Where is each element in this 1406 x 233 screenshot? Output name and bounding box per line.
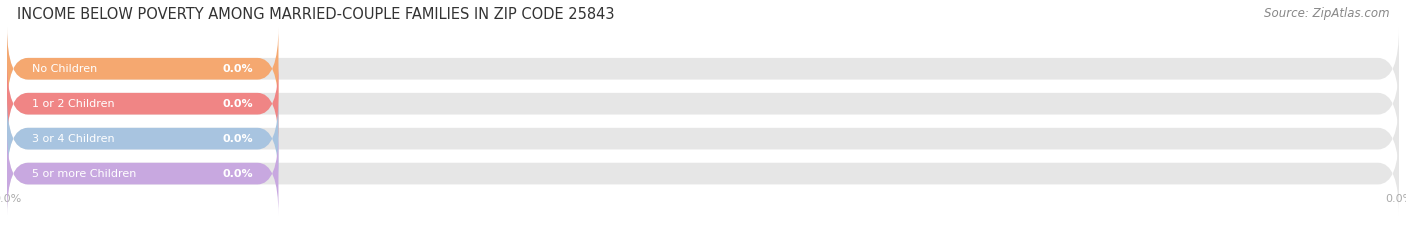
Text: Source: ZipAtlas.com: Source: ZipAtlas.com [1264, 7, 1389, 20]
Text: No Children: No Children [32, 64, 97, 74]
FancyBboxPatch shape [7, 97, 278, 180]
FancyBboxPatch shape [7, 132, 1399, 215]
Text: 0.0%: 0.0% [222, 134, 253, 144]
FancyBboxPatch shape [7, 97, 1399, 180]
Text: 1 or 2 Children: 1 or 2 Children [32, 99, 115, 109]
FancyBboxPatch shape [7, 27, 1399, 110]
Text: INCOME BELOW POVERTY AMONG MARRIED-COUPLE FAMILIES IN ZIP CODE 25843: INCOME BELOW POVERTY AMONG MARRIED-COUPL… [17, 7, 614, 22]
FancyBboxPatch shape [7, 62, 1399, 145]
Text: 3 or 4 Children: 3 or 4 Children [32, 134, 115, 144]
Text: 0.0%: 0.0% [222, 64, 253, 74]
Text: 5 or more Children: 5 or more Children [32, 169, 136, 178]
Text: 0.0%: 0.0% [222, 99, 253, 109]
FancyBboxPatch shape [7, 132, 278, 215]
Text: 0.0%: 0.0% [222, 169, 253, 178]
FancyBboxPatch shape [7, 27, 278, 110]
FancyBboxPatch shape [7, 62, 278, 145]
